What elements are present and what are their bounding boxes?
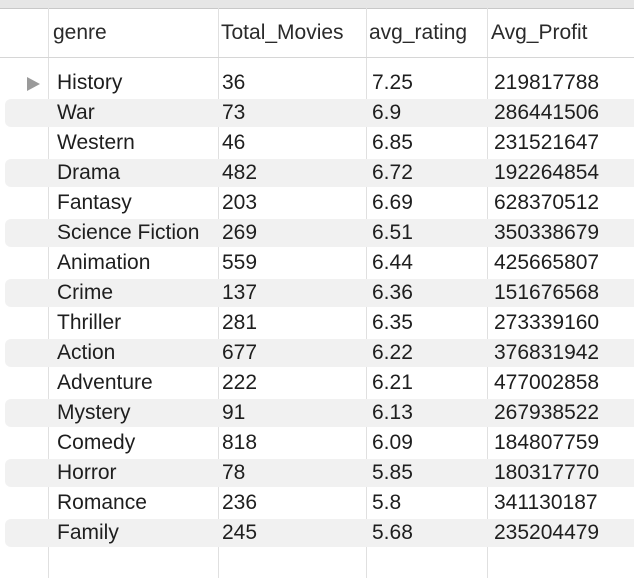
- table-body: History 36 7.25 219817788 War 73 6.9 286441506 W…: [0, 68, 634, 548]
- genre-cell[interactable]: Horror: [57, 461, 117, 484]
- genre-cell[interactable]: History: [57, 71, 123, 94]
- grid-top-strip: [0, 0, 634, 9]
- avg-profit-cell[interactable]: 425665807: [494, 251, 600, 274]
- column-header-genre[interactable]: genre: [53, 21, 107, 44]
- row-background: [5, 519, 634, 547]
- total-movies-cell[interactable]: 78: [222, 461, 246, 484]
- total-movies-cell[interactable]: 203: [222, 191, 258, 214]
- table-row[interactable]: Romance 236 5.8 341130187: [0, 488, 634, 518]
- row-background: [5, 399, 634, 427]
- avg-profit-cell[interactable]: 477002858: [494, 371, 600, 394]
- total-movies-cell[interactable]: 269: [222, 221, 258, 244]
- avg-rating-cell[interactable]: 6.44: [372, 251, 413, 274]
- avg-rating-cell[interactable]: 6.35: [372, 311, 413, 334]
- table-row[interactable]: Western 46 6.85 231521647: [0, 128, 634, 158]
- table-row[interactable]: Mystery 91 6.13 267938522: [0, 398, 634, 428]
- total-movies-cell[interactable]: 236: [222, 491, 258, 514]
- avg-rating-cell[interactable]: 6.36: [372, 281, 413, 304]
- avg-rating-cell[interactable]: 6.72: [372, 161, 413, 184]
- avg-rating-cell[interactable]: 5.68: [372, 521, 413, 544]
- total-movies-cell[interactable]: 222: [222, 371, 258, 394]
- table-row[interactable]: War 73 6.9 286441506: [0, 98, 634, 128]
- avg-profit-cell[interactable]: 376831942: [494, 341, 600, 364]
- total-movies-cell[interactable]: 46: [222, 131, 246, 154]
- column-header-total-movies[interactable]: Total_Movies: [221, 21, 344, 44]
- total-movies-cell[interactable]: 677: [222, 341, 258, 364]
- genre-cell[interactable]: Drama: [57, 161, 121, 184]
- total-movies-cell[interactable]: 281: [222, 311, 258, 334]
- table-row[interactable]: Fantasy 203 6.69 628370512: [0, 188, 634, 218]
- genre-cell[interactable]: Mystery: [57, 401, 131, 424]
- genre-cell[interactable]: Western: [57, 131, 135, 154]
- genre-cell[interactable]: Romance: [57, 491, 147, 514]
- avg-profit-cell[interactable]: 273339160: [494, 311, 600, 334]
- genre-cell[interactable]: Science Fiction: [57, 221, 200, 244]
- total-movies-cell[interactable]: 36: [222, 71, 246, 94]
- total-movies-cell[interactable]: 137: [222, 281, 258, 304]
- table-row[interactable]: Action 677 6.22 376831942: [0, 338, 634, 368]
- table-row[interactable]: Science Fiction 269 6.51 350338679: [0, 218, 634, 248]
- table-row[interactable]: Crime 137 6.36 151676568: [0, 278, 634, 308]
- avg-profit-cell[interactable]: 192264854: [494, 161, 600, 184]
- avg-rating-cell[interactable]: 7.25: [372, 71, 413, 94]
- column-header-avg-profit[interactable]: Avg_Profit: [491, 21, 588, 44]
- genre-cell[interactable]: Fantasy: [57, 191, 132, 214]
- genre-cell[interactable]: Crime: [57, 281, 113, 304]
- avg-profit-cell[interactable]: 231521647: [494, 131, 600, 154]
- avg-profit-cell[interactable]: 341130187: [494, 491, 598, 514]
- avg-profit-cell[interactable]: 235204479: [494, 521, 600, 544]
- total-movies-cell[interactable]: 482: [222, 161, 258, 184]
- avg-profit-cell[interactable]: 219817788: [494, 71, 600, 94]
- table-row[interactable]: Horror 78 5.85 180317770: [0, 458, 634, 488]
- avg-rating-cell[interactable]: 6.69: [372, 191, 413, 214]
- avg-rating-cell[interactable]: 6.51: [372, 221, 413, 244]
- table-row[interactable]: Animation 559 6.44 425665807: [0, 248, 634, 278]
- genre-cell[interactable]: Comedy: [57, 431, 136, 454]
- total-movies-cell[interactable]: 245: [222, 521, 258, 544]
- genre-cell[interactable]: War: [57, 101, 95, 124]
- table-row[interactable]: Comedy 818 6.09 184807759: [0, 428, 634, 458]
- avg-profit-cell[interactable]: 350338679: [494, 221, 600, 244]
- avg-rating-cell[interactable]: 6.13: [372, 401, 413, 424]
- row-background: [5, 279, 634, 307]
- column-header-avg-rating[interactable]: avg_rating: [369, 21, 468, 44]
- avg-profit-cell[interactable]: 286441506: [494, 101, 600, 124]
- triangle-right-icon: [27, 77, 40, 91]
- row-background: [5, 459, 634, 487]
- row-background: [5, 219, 634, 247]
- table-row[interactable]: Drama 482 6.72 192264854: [0, 158, 634, 188]
- table-row[interactable]: Thriller 281 6.35 273339160: [0, 308, 634, 338]
- avg-profit-cell[interactable]: 628370512: [494, 191, 600, 214]
- header-divider: [0, 57, 634, 58]
- total-movies-cell[interactable]: 73: [222, 101, 246, 124]
- avg-profit-cell[interactable]: 267938522: [494, 401, 600, 424]
- avg-profit-cell[interactable]: 180317770: [494, 461, 600, 484]
- avg-rating-cell[interactable]: 6.09: [372, 431, 413, 454]
- total-movies-cell[interactable]: 559: [222, 251, 258, 274]
- genre-cell[interactable]: Adventure: [57, 371, 153, 394]
- avg-rating-cell[interactable]: 6.21: [372, 371, 413, 394]
- table-row[interactable]: Adventure 222 6.21 477002858: [0, 368, 634, 398]
- total-movies-cell[interactable]: 818: [222, 431, 258, 454]
- row-background: [5, 159, 634, 187]
- avg-rating-cell[interactable]: 6.85: [372, 131, 413, 154]
- genre-cell[interactable]: Family: [57, 521, 119, 544]
- avg-rating-cell[interactable]: 5.85: [372, 461, 413, 484]
- total-movies-cell[interactable]: 91: [222, 401, 246, 424]
- table-row[interactable]: History 36 7.25 219817788: [0, 68, 634, 98]
- avg-profit-cell[interactable]: 184807759: [494, 431, 600, 454]
- avg-rating-cell[interactable]: 6.9: [372, 101, 402, 124]
- table-row[interactable]: Family 245 5.68 235204479: [0, 518, 634, 548]
- avg-profit-cell[interactable]: 151676568: [494, 281, 600, 304]
- genre-cell[interactable]: Animation: [57, 251, 151, 274]
- genre-cell[interactable]: Thriller: [57, 311, 122, 334]
- avg-rating-cell[interactable]: 5.8: [372, 491, 402, 514]
- row-background: [5, 339, 634, 367]
- row-background: [5, 99, 634, 127]
- genre-cell[interactable]: Action: [57, 341, 116, 364]
- avg-rating-cell[interactable]: 6.22: [372, 341, 413, 364]
